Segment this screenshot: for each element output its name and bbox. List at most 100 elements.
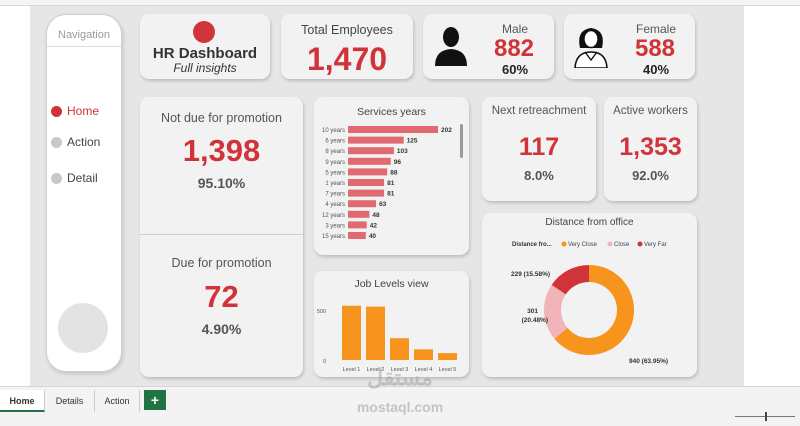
- total-employees-value: 1,470: [306, 41, 388, 77]
- donut-data-label: 301: [527, 308, 538, 315]
- services-category-label: 12 years: [322, 213, 345, 219]
- services-bar: [348, 189, 385, 197]
- retrenchment-label: Next retreachment: [491, 105, 587, 117]
- navigation-title: Navigation: [58, 29, 110, 41]
- active-workers-pct: 92.0%: [632, 168, 669, 183]
- services-bar: [348, 136, 404, 144]
- job-level-label: Level 2: [367, 367, 385, 373]
- female-card: Female 588 40%: [564, 14, 695, 79]
- nav-item-action[interactable]: Action: [51, 135, 100, 149]
- donut-data-label: (20.48%): [522, 317, 548, 324]
- job-levels-ytick: 0: [323, 359, 326, 365]
- job-level-bar: [342, 305, 361, 360]
- not-due-pct: 95.10%: [197, 175, 246, 191]
- male-label: Male: [501, 22, 528, 36]
- female-pct: 40%: [642, 62, 670, 77]
- legend-entry: Close: [614, 242, 630, 248]
- nav-item-home[interactable]: Home: [51, 104, 99, 118]
- services-bar: [348, 179, 385, 186]
- logo-dot-icon: [193, 21, 215, 43]
- ribbon-edge: [0, 0, 800, 6]
- tab-action[interactable]: Action: [95, 390, 140, 412]
- services-data-label: 103: [397, 148, 408, 155]
- services-data-label: 42: [370, 222, 378, 229]
- job-levels-card: Job Levels view 500 0 Level 1 Level 2 Level …: [314, 271, 469, 377]
- services-data-label: 202: [441, 127, 452, 134]
- job-level-label: Level 3: [391, 367, 409, 373]
- nav-circle-button[interactable]: [58, 303, 108, 353]
- due-label: Due for promotion: [171, 256, 272, 270]
- services-category-label: 1 years: [325, 181, 345, 187]
- services-bar: [348, 210, 370, 218]
- female-label: Female: [635, 22, 676, 36]
- services-category-label: 6 years: [325, 139, 345, 145]
- distance-title: Distance from office: [545, 217, 634, 228]
- services-bar: [348, 168, 388, 176]
- nav-item-detail[interactable]: Detail: [51, 171, 98, 185]
- services-years-title: Services years: [357, 106, 426, 118]
- donut-legend-title: Distance fro...: [512, 242, 552, 248]
- legend-entry: Very Far: [644, 242, 667, 248]
- dashboard-subtitle: Full insights: [173, 61, 237, 75]
- active-workers-value: 1,353: [619, 133, 682, 161]
- job-level-label: Level 1: [343, 367, 361, 373]
- donut-data-label: 940 (63.95%): [629, 358, 668, 365]
- services-bar: [348, 157, 391, 165]
- services-scrollbar[interactable]: [460, 124, 463, 158]
- watermark-arabic: مستقل: [367, 365, 433, 390]
- navigation-panel: Navigation Home Action Detail: [46, 14, 122, 372]
- nav-item-label: Action: [67, 135, 101, 149]
- promotion-card: Not due for promotion 1,398 95.10% Due f…: [140, 97, 303, 377]
- title-card: HR Dashboard Full insights: [140, 14, 270, 79]
- male-card: Male 882 60%: [423, 14, 554, 79]
- due-value: 72: [204, 279, 239, 314]
- dashboard-title: HR Dashboard: [152, 45, 258, 62]
- tab-home[interactable]: Home: [0, 390, 45, 412]
- female-value: 588: [634, 35, 676, 62]
- services-category-label: 9 years: [325, 160, 345, 166]
- services-category-label: 5 years: [325, 170, 345, 176]
- add-sheet-button[interactable]: +: [144, 390, 166, 410]
- services-bar: [348, 147, 394, 155]
- not-due-label: Not due for promotion: [161, 111, 282, 125]
- job-level-bar: [366, 306, 385, 360]
- dashboard-canvas: Navigation Home Action Detail HR Dashboa…: [30, 6, 744, 386]
- legend-swatch: [561, 241, 567, 247]
- job-level-bar: [438, 353, 457, 360]
- nav-item-label: Home: [67, 104, 100, 118]
- job-level-label: Level 4: [415, 367, 433, 373]
- services-bar: [348, 232, 366, 239]
- donut-slice: [551, 265, 589, 295]
- zoom-slider-thumb[interactable]: [765, 412, 767, 421]
- services-data-label: 63: [379, 201, 387, 208]
- total-employees-label: Total Employees: [301, 23, 393, 37]
- job-levels-chart: 500 0 Level 1 Level 2 Level 3 Level 4 Level 5: [317, 305, 457, 373]
- services-category-label: 3 years: [325, 223, 345, 229]
- male-pct: 60%: [501, 62, 529, 77]
- nav-item-label: Detail: [67, 171, 98, 185]
- male-value: 882: [493, 35, 535, 62]
- legend-entry: Very Close: [568, 242, 598, 248]
- retrenchment-pct: 8.0%: [524, 168, 554, 183]
- services-bar: [348, 126, 438, 133]
- services-data-label: 96: [394, 159, 402, 166]
- services-years-chart: 10 years 202 6 years 125 8 years 103 9 years 96…: [322, 126, 452, 240]
- distance-card: Distance from office Distance fro... Very…: [482, 213, 697, 377]
- services-category-label: 7 years: [325, 192, 345, 198]
- services-bar: [348, 221, 367, 229]
- female-person-icon: [574, 28, 608, 68]
- active-workers-label: Active workers: [613, 105, 688, 117]
- tab-details[interactable]: Details: [45, 390, 95, 412]
- total-employees-card: Total Employees 1,470: [281, 14, 413, 79]
- legend-swatch: [607, 241, 613, 247]
- services-category-label: 4 years: [325, 202, 345, 208]
- watermark-latin: mostaql.com: [356, 399, 444, 415]
- job-levels-title: Job Levels view: [354, 278, 429, 290]
- services-data-label: 48: [372, 212, 380, 219]
- nav-dot-icon: [51, 172, 62, 184]
- services-data-label: 40: [369, 233, 377, 240]
- job-level-bar: [414, 349, 433, 360]
- donut-slice: [554, 265, 634, 355]
- active-workers-card: Active workers 1,353 92.0%: [604, 97, 697, 201]
- services-category-label: 10 years: [322, 128, 345, 134]
